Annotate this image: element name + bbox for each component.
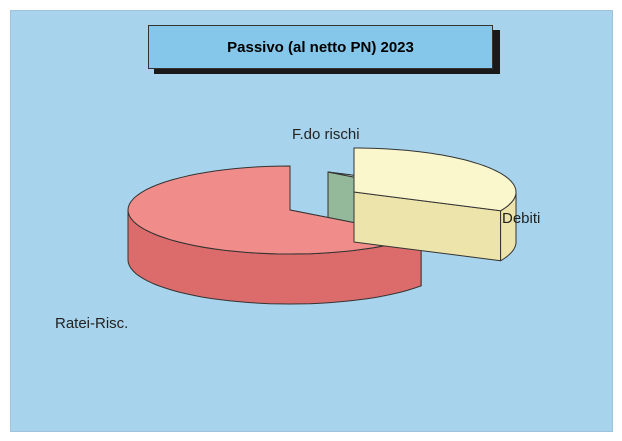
slice-label-fondo-rischi: F.do rischi [292,126,360,143]
slice-debiti-top [353,147,517,212]
slice-label-debiti: Debiti [502,210,541,227]
pie-slices [127,147,517,305]
slice-label-ratei-risc: Ratei-Risc. [55,315,129,332]
slice-ratei-risc-top [127,165,422,255]
chart-title: Passivo (al netto PN) 2023 [148,25,493,69]
